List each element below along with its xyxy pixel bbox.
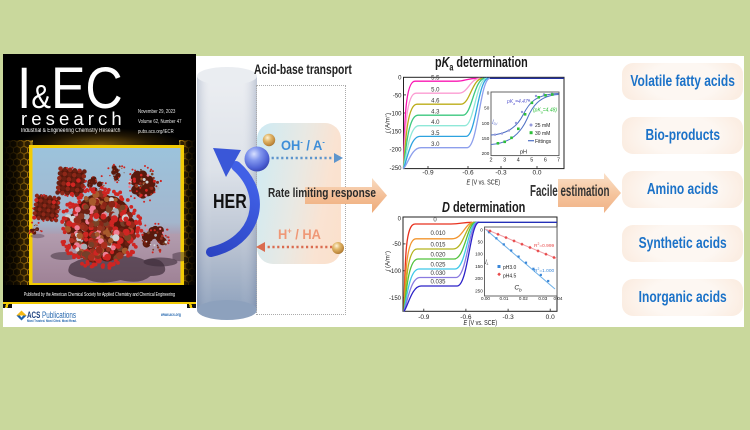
svg-text:-100: -100 xyxy=(389,269,402,275)
svg-text:0.020: 0.020 xyxy=(430,253,446,259)
svg-text:4: 4 xyxy=(517,158,520,164)
svg-text:j (A/m2): j (A/m2) xyxy=(385,251,392,272)
svg-text:0: 0 xyxy=(398,217,402,223)
svg-text:4.0: 4.0 xyxy=(431,120,440,126)
svg-text:-100: -100 xyxy=(389,112,402,118)
svg-text:50: 50 xyxy=(484,106,490,111)
svg-text:25 mM: 25 mM xyxy=(535,123,550,129)
svg-text:50: 50 xyxy=(478,240,484,245)
svg-text:-200: -200 xyxy=(389,148,402,154)
svg-text:0: 0 xyxy=(433,218,437,224)
svg-text:4.6: 4.6 xyxy=(431,99,440,105)
svg-text:0: 0 xyxy=(398,75,402,81)
svg-text:-50: -50 xyxy=(392,242,401,248)
svg-text:0.015: 0.015 xyxy=(430,242,446,248)
svg-text:0.025: 0.025 xyxy=(430,263,446,269)
svg-text:pH: pH xyxy=(520,150,527,156)
svg-text:0.0: 0.0 xyxy=(532,170,541,177)
svg-text:30 mM: 30 mM xyxy=(535,131,550,137)
svg-text:-0.9: -0.9 xyxy=(422,170,434,177)
svg-text:-150: -150 xyxy=(389,130,402,136)
svg-text:0.0: 0.0 xyxy=(546,314,555,321)
svg-text:E (V vs. SCE): E (V vs. SCE) xyxy=(467,179,501,187)
svg-text:0.00: 0.00 xyxy=(481,296,490,301)
svg-text:-0.6: -0.6 xyxy=(460,314,472,321)
svg-text:Cb: Cb xyxy=(514,285,522,293)
svg-text:200: 200 xyxy=(482,151,490,156)
svg-text:pKa determination: pKa determination xyxy=(435,55,528,72)
svg-text:250: 250 xyxy=(475,288,483,293)
svg-text:2: 2 xyxy=(490,158,493,164)
svg-text:3: 3 xyxy=(503,158,506,164)
svg-text:0.03: 0.03 xyxy=(538,296,547,301)
svg-text:0: 0 xyxy=(487,91,490,96)
svg-text:pH4.5: pH4.5 xyxy=(503,274,517,280)
svg-text:-0.3: -0.3 xyxy=(495,170,507,177)
svg-text:pKa=4.47: pKa=4.47 xyxy=(506,99,528,106)
svg-text:200: 200 xyxy=(475,276,483,281)
svg-text:3.0: 3.0 xyxy=(431,142,440,148)
svg-text:5.5: 5.5 xyxy=(431,76,440,82)
svg-text:0: 0 xyxy=(480,228,483,233)
svg-text:0.030: 0.030 xyxy=(430,271,446,277)
svg-text:-50: -50 xyxy=(393,93,402,99)
svg-text:150: 150 xyxy=(482,136,490,141)
svg-text:pH3.0: pH3.0 xyxy=(503,265,517,271)
svg-text:0.02: 0.02 xyxy=(519,296,528,301)
svg-text:E (V vs. SCE): E (V vs. SCE) xyxy=(464,319,498,327)
svg-text:7: 7 xyxy=(557,158,560,164)
svg-text:0.04: 0.04 xyxy=(554,296,563,301)
svg-text:4.3: 4.3 xyxy=(431,110,440,116)
svg-text:0.035: 0.035 xyxy=(430,279,446,285)
svg-text:5.0: 5.0 xyxy=(431,88,440,94)
svg-text:0.01: 0.01 xyxy=(500,296,509,301)
svg-text:jL: jL xyxy=(485,259,489,266)
svg-text:Fittings: Fittings xyxy=(535,139,552,145)
svg-text:R2=1.000: R2=1.000 xyxy=(534,267,554,274)
svg-text:-0.9: -0.9 xyxy=(418,314,430,321)
svg-text:-0.6: -0.6 xyxy=(462,170,474,177)
svg-text:6: 6 xyxy=(544,158,547,164)
svg-text:-150: -150 xyxy=(389,296,402,302)
svg-text:(pKa=4.48): (pKa=4.48) xyxy=(533,108,557,115)
svg-text:100: 100 xyxy=(482,121,490,126)
svg-text:-0.3: -0.3 xyxy=(502,314,514,321)
svg-text:j (A/m2): j (A/m2) xyxy=(385,113,392,134)
svg-text:5: 5 xyxy=(530,158,533,164)
svg-text:150: 150 xyxy=(475,264,483,269)
svg-text:R2=0.999: R2=0.999 xyxy=(534,242,554,249)
svg-text:3.5: 3.5 xyxy=(431,131,440,137)
svg-text:100: 100 xyxy=(475,252,483,257)
svg-text:j0,i: j0,i xyxy=(492,119,498,126)
svg-text:0.010: 0.010 xyxy=(430,231,446,237)
svg-text:-250: -250 xyxy=(389,166,402,172)
svg-text:D determination: D determination xyxy=(442,198,525,215)
